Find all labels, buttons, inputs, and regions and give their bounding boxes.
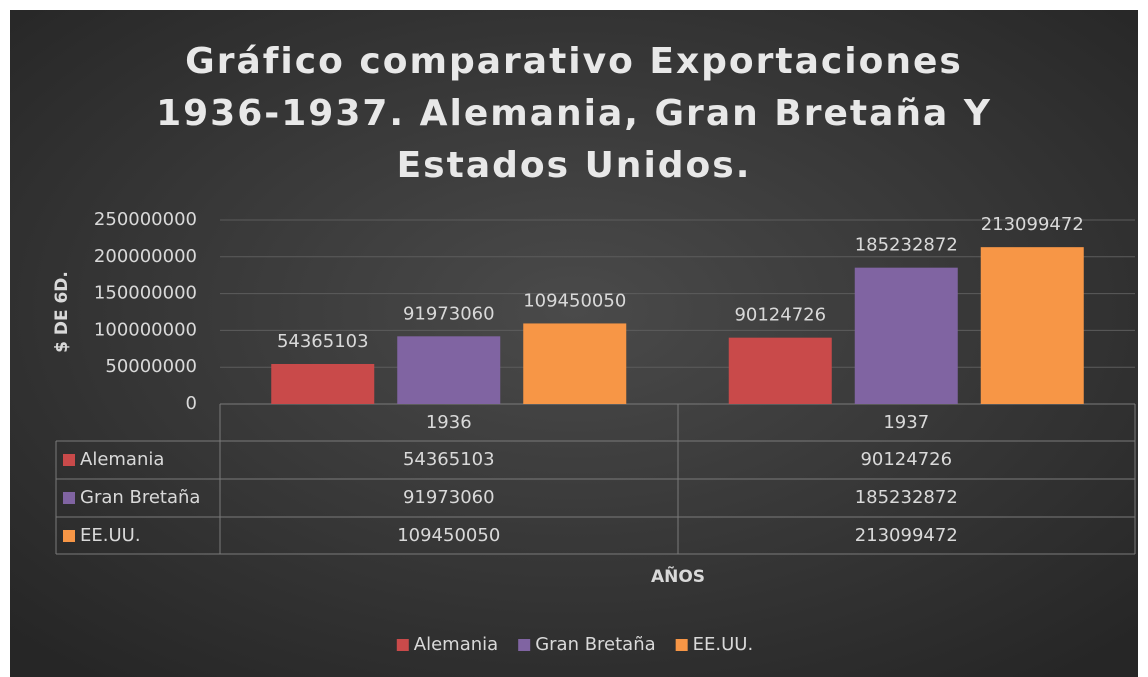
table-cell: 185232872	[855, 487, 958, 508]
legend-key	[396, 639, 409, 651]
y-tick-label: 0	[186, 393, 197, 414]
chart-title: Gráfico comparativo Exportaciones 1936-1…	[156, 41, 992, 186]
table-row-label: Gran Bretaña	[80, 487, 200, 508]
table-cell: 54365103	[403, 449, 495, 470]
table-legend-key	[63, 454, 75, 466]
legend-label: Gran Bretaña	[535, 634, 655, 655]
data-label: 54365103	[277, 331, 369, 352]
y-tick-label: 50000000	[105, 356, 197, 377]
data-label: 185232872	[855, 235, 958, 256]
table-cell: 90124726	[860, 449, 952, 470]
x-axis-label: AÑOS	[651, 564, 705, 587]
table-cell: 109450050	[397, 525, 500, 546]
legend-key	[675, 639, 688, 651]
y-tick-label: 150000000	[94, 283, 197, 304]
table-row-label: Alemania	[80, 449, 164, 470]
legend-label: Alemania	[414, 634, 498, 655]
bar	[854, 267, 958, 404]
y-tick-label: 200000000	[94, 246, 197, 267]
table-legend-key	[63, 530, 75, 542]
data-label: 91973060	[403, 303, 495, 324]
bar	[980, 247, 1084, 404]
legend-label: EE.UU.	[693, 634, 754, 655]
data-label: 213099472	[981, 214, 1084, 235]
table-legend-key	[63, 492, 75, 504]
table-cell: 91973060	[403, 487, 495, 508]
bar	[271, 363, 375, 404]
bar	[523, 323, 627, 404]
table-row-label: EE.UU.	[80, 525, 141, 546]
data-label: 109450050	[523, 290, 626, 311]
table-header: 1937	[883, 412, 929, 433]
table-header: 1936	[426, 412, 472, 433]
y-axis-label: $ DE 6D.	[52, 271, 72, 353]
data-label: 90124726	[734, 305, 826, 326]
table-cell: 213099472	[855, 525, 958, 546]
y-tick-label: 250000000	[94, 209, 197, 230]
y-tick-label: 100000000	[94, 319, 197, 340]
legend-key	[518, 639, 531, 651]
bar	[397, 336, 501, 404]
bar	[728, 337, 832, 404]
